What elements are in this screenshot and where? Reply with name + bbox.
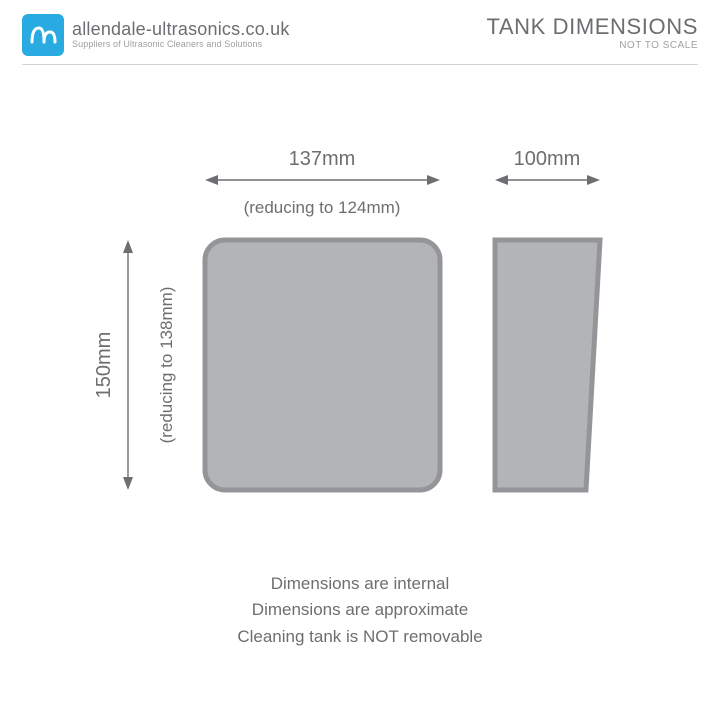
brand-name: allendale-ultrasonics.co.uk xyxy=(72,20,290,40)
side-view-fill xyxy=(495,240,600,490)
note-line-1: Dimensions are internal xyxy=(0,571,720,597)
header: allendale-ultrasonics.co.uk Suppliers of… xyxy=(0,0,720,64)
width-dim-label: 137mm xyxy=(289,148,356,170)
depth-dim-label: 100mm xyxy=(514,148,581,170)
brand-text: allendale-ultrasonics.co.uk Suppliers of… xyxy=(72,20,290,50)
depth-dim-arrow-l xyxy=(495,175,508,185)
page-title: TANK DIMENSIONS xyxy=(486,14,698,40)
brand-block: allendale-ultrasonics.co.uk Suppliers of… xyxy=(22,14,290,56)
height-dim-label: 150mm xyxy=(93,332,115,399)
height-dim-arrow-t xyxy=(123,240,133,253)
width-dim-arrow-l xyxy=(205,175,218,185)
footer-notes: Dimensions are internal Dimensions are a… xyxy=(0,571,720,650)
note-line-2: Dimensions are approximate xyxy=(0,597,720,623)
width-dim-reducing: (reducing to 124mm) xyxy=(244,198,401,217)
brand-logo xyxy=(22,14,64,56)
depth-dim-arrow-r xyxy=(587,175,600,185)
note-line-3: Cleaning tank is NOT removable xyxy=(0,624,720,650)
width-dim-arrow-r xyxy=(427,175,440,185)
front-view-fill xyxy=(205,240,440,490)
title-block: TANK DIMENSIONS NOT TO SCALE xyxy=(486,14,698,51)
height-dim-reducing: (reducing to 138mm) xyxy=(157,287,176,444)
diagram-canvas: 137mm (reducing to 124mm) 100mm 150mm (r… xyxy=(0,65,720,625)
brand-tagline: Suppliers of Ultrasonic Cleaners and Sol… xyxy=(72,40,290,50)
page-subtitle: NOT TO SCALE xyxy=(486,40,698,51)
dimension-diagram: 137mm (reducing to 124mm) 100mm 150mm (r… xyxy=(0,65,720,625)
logo-icon xyxy=(28,20,58,50)
height-dim-arrow-b xyxy=(123,477,133,490)
